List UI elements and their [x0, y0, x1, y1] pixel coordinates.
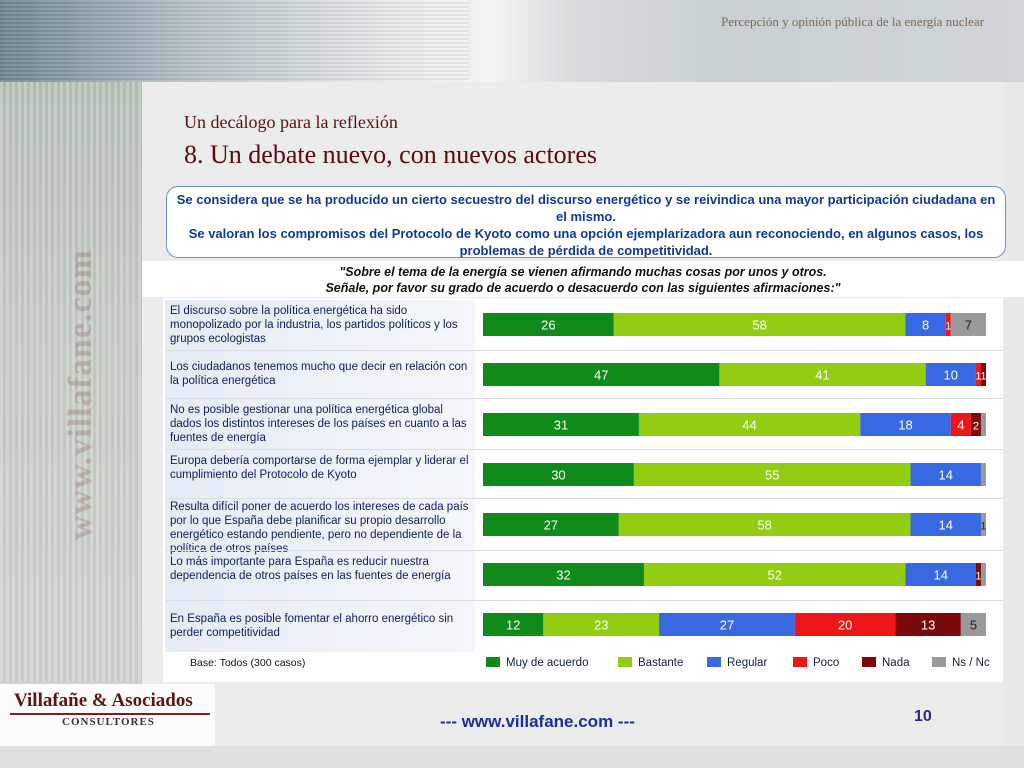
- legend-swatch: [486, 657, 500, 667]
- page-number: 10: [914, 708, 932, 725]
- statement-5: Resulta difícil poner de acuerdo los int…: [170, 501, 469, 555]
- summary-line-1: Se considera que se ha producido un cier…: [176, 192, 996, 224]
- base-label: Base: Todos (300 casos): [190, 657, 306, 669]
- logo-rule: [10, 713, 210, 715]
- statement-7: En España es posible fomentar el ahorro …: [170, 613, 454, 639]
- question-band: [142, 261, 1024, 297]
- question-line-2: Señale, por favor su grado de acuerdo o …: [325, 281, 841, 295]
- legend: Muy de acuerdo Bastante Regular Poco Nad…: [0, 654, 1024, 672]
- top-banner: [0, 0, 1024, 82]
- left-strip-texture: [0, 82, 142, 682]
- legend-item-bastante: Bastante: [618, 657, 683, 669]
- header-text: Percepción y opinión pública de la energ…: [721, 14, 984, 29]
- legend-item-nada: Nada: [862, 657, 910, 669]
- watermark-url: www.villafane.com: [62, 249, 99, 540]
- page-subtitle: Un decálogo para la reflexión: [184, 112, 398, 132]
- statement-4: Europa debería comportarse de forma ejem…: [170, 455, 469, 481]
- legend-swatch: [862, 657, 876, 667]
- statements-background: [165, 300, 475, 652]
- statement-3: No es posible gestionar una política ene…: [170, 404, 467, 444]
- bottom-strip: [0, 746, 1024, 768]
- footer-url[interactable]: --- www.villafane.com ---: [440, 712, 635, 731]
- row-separator: [165, 350, 1003, 351]
- row-separator: [165, 398, 1003, 399]
- banner-texture: [0, 0, 470, 82]
- row-separator: [165, 449, 1003, 450]
- question-line-1: "Sobre el tema de la energía se vienen a…: [339, 265, 827, 279]
- legend-item-muy-de-acuerdo: Muy de acuerdo: [486, 657, 588, 669]
- legend-item-regular: Regular: [707, 657, 767, 669]
- summary-box: Se considera que se ha producido un cier…: [166, 186, 1006, 258]
- legend-item-poco: Poco: [793, 657, 839, 669]
- summary-line-2: Se valoran los compromisos del Protocolo…: [188, 226, 984, 258]
- legend-item-ns-nc: Ns / Nc: [932, 657, 990, 669]
- logo-name: Villafañe & Asociados: [14, 690, 193, 711]
- row-separator: [165, 550, 1003, 551]
- statement-6: Lo más importante para España es reducir…: [170, 556, 451, 582]
- legend-swatch: [932, 657, 946, 667]
- logo-subtitle: CONSULTORES: [62, 716, 155, 728]
- page-title: 8. Un debate nuevo, con nuevos actores: [184, 140, 597, 169]
- survey-question: "Sobre el tema de la energía se vienen a…: [142, 264, 1024, 296]
- statement-2: Los ciudadanos tenemos mucho que decir e…: [170, 361, 468, 387]
- row-separator: [165, 498, 1003, 499]
- row-separator: [165, 600, 1003, 601]
- left-strip: [0, 82, 142, 768]
- legend-swatch: [793, 657, 807, 667]
- company-logo: [0, 684, 215, 746]
- legend-swatch: [618, 657, 632, 667]
- statement-1: El discurso sobre la política energética…: [170, 305, 458, 345]
- legend-swatch: [707, 657, 721, 667]
